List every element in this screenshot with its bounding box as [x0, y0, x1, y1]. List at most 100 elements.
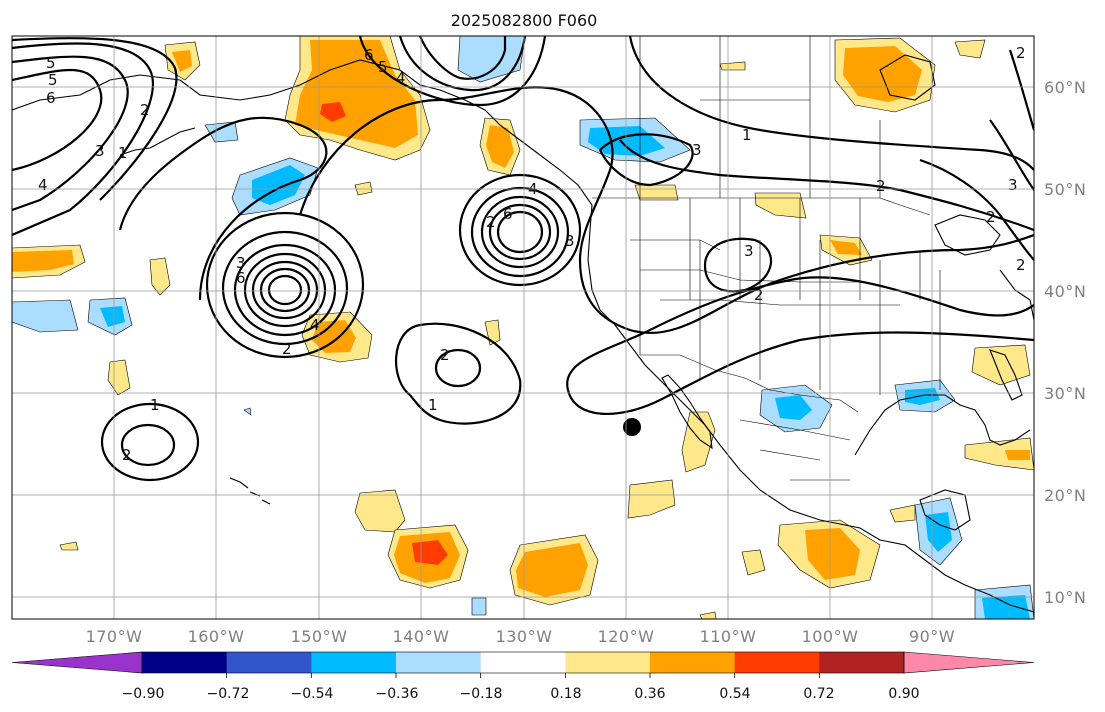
positive-anomaly-small-d — [354, 181, 373, 196]
map-frame — [11, 35, 1035, 620]
contour-ne-pacific-ring-3 — [480, 195, 560, 269]
positive-anomaly-atlantic — [964, 437, 1034, 471]
lat-label: 10°N — [1044, 588, 1086, 607]
contour-label: 5 — [46, 54, 56, 72]
colorbar-segment — [311, 652, 397, 673]
contour-label: 2 — [986, 208, 996, 226]
contour-upper-b — [398, 36, 527, 92]
longitude-labels: 170°W 160°W 150°W 140°W 130°W 120°W 110°… — [86, 627, 955, 646]
contour-upper-c — [358, 36, 547, 107]
contour-east-b — [989, 119, 1034, 191]
contour-us-2 — [566, 276, 1034, 391]
colorbar-label: 0.54 — [719, 686, 750, 702]
colorbar-label: −0.72 — [207, 686, 250, 702]
baja-peninsula — [661, 374, 713, 450]
map-panel: 5 5 6 4 3 2 1 6 5 4 1 3 2 3 6 2 4 6 2 3 — [11, 35, 1035, 620]
negative-anomaly-alaska-small — [204, 121, 239, 143]
colorbar-label: 0.72 — [803, 686, 834, 702]
positive-anomaly-subtropic-b-core — [516, 543, 588, 597]
contour-low-ring-2 — [221, 230, 349, 346]
positive-anomaly-gulf-alaska-peak — [320, 102, 346, 122]
colorbar-label: 0.90 — [888, 686, 919, 702]
colorbar-segments — [11, 651, 1035, 674]
contour-label: 3 — [1008, 176, 1018, 194]
colorbar-segment — [480, 652, 566, 673]
contour-low-ring-7 — [267, 274, 303, 306]
contour-west-band-d — [12, 37, 178, 201]
lon-label: 160°W — [188, 627, 245, 646]
positive-anomaly-nw-core — [172, 50, 192, 72]
gridlines — [12, 36, 1034, 619]
contour-upper-a — [418, 36, 507, 80]
contour-us-3 — [703, 237, 773, 293]
contour-low-ring-1 — [205, 211, 365, 359]
contour-low-ring-6 — [259, 267, 311, 313]
hudson-bay — [879, 54, 936, 101]
great-lakes — [934, 214, 1001, 256]
contour-outer-2 — [118, 116, 328, 301]
positive-anomaly-hudson-core — [843, 46, 922, 102]
contour-ne-pacific-ring-1 — [458, 173, 582, 287]
contour-label: 3 — [744, 242, 754, 260]
negative-anomaly-tiny — [243, 407, 252, 416]
contour-north-3 — [599, 133, 694, 187]
contour-labels: 5 5 6 4 3 2 1 6 5 4 1 3 2 3 6 2 4 6 2 3 — [38, 44, 1026, 464]
mexico-states — [739, 419, 851, 481]
positive-anomaly-bottom — [699, 611, 717, 619]
canada-provinces — [639, 36, 881, 198]
contour-closed-2-sw — [120, 423, 176, 467]
contour-label: 2 — [486, 213, 496, 231]
colorbar-label: −0.54 — [291, 686, 334, 702]
positive-anomaly-atlantic-core — [1005, 450, 1030, 460]
lon-label: 150°W — [291, 627, 348, 646]
yucatan — [919, 489, 971, 531]
contour-low-ring-4 — [243, 252, 327, 328]
lon-label: 110°W — [700, 627, 757, 646]
contour-west-band-c — [12, 42, 155, 237]
location-marker — [623, 418, 641, 436]
lat-label: 20°N — [1044, 486, 1086, 505]
contour-closed-1-sw — [100, 402, 200, 482]
negative-anomaly-gulf-coast-core — [905, 388, 940, 405]
colorbar-label: −0.36 — [376, 686, 419, 702]
colorbar-segment — [734, 652, 820, 673]
colorbar-extend-high — [903, 651, 1035, 674]
negative-anomaly-pacific-b-core — [100, 306, 125, 327]
contour-label: 2 — [282, 340, 292, 358]
colorbar-segment — [819, 652, 905, 673]
contour-label: 4 — [396, 69, 406, 87]
florida — [989, 349, 1023, 401]
gulf-of-mexico-coast — [854, 394, 1031, 456]
state-lines — [630, 198, 941, 395]
contour-ne-pacific-ring-4 — [488, 203, 552, 261]
aleutians — [119, 127, 196, 156]
positive-anomaly-canada-b — [754, 192, 807, 219]
positive-anomaly-plains-core — [830, 240, 862, 255]
map-title: 2025082800 F060 — [451, 11, 598, 30]
contour-closed-2-mid — [434, 348, 482, 388]
colorbar-segment — [396, 652, 482, 673]
negative-anomaly-bottom — [471, 597, 487, 616]
contour-label: 6 — [236, 269, 246, 287]
lon-label: 130°W — [496, 627, 553, 646]
contour-north-1 — [628, 36, 1034, 171]
lon-label: 100°W — [802, 627, 859, 646]
positive-anomaly-tiny-a — [59, 541, 79, 551]
contour-east-c — [1008, 49, 1034, 131]
contour-label: 1 — [118, 144, 128, 162]
contours — [12, 36, 1034, 482]
contour-label: 3 — [565, 232, 575, 250]
negative-anomaly-alaska-north — [457, 36, 526, 83]
lon-label: 140°W — [393, 627, 450, 646]
lat-label: 50°N — [1044, 180, 1086, 199]
contour-label: 3 — [95, 142, 105, 160]
contour-north-2 — [619, 139, 1034, 232]
lat-label: 40°N — [1044, 282, 1086, 301]
colorbar-label: −0.90 — [122, 686, 165, 702]
contour-label: 1 — [428, 396, 438, 414]
contour-label: 2 — [1016, 256, 1026, 274]
colorbar-segment — [226, 652, 312, 673]
contour-outer-1b — [394, 322, 522, 425]
negative-anomaly-south-east-core — [982, 595, 1030, 619]
contour-label: 4 — [310, 316, 320, 334]
